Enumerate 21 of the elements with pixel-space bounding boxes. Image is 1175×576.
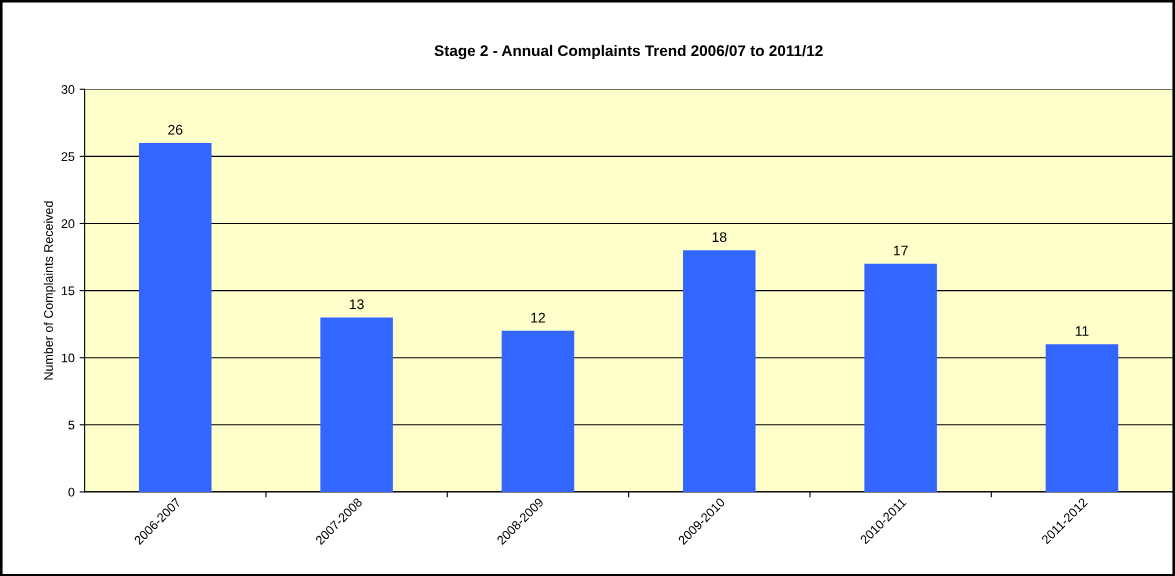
y-tick-label: 15 xyxy=(61,286,75,296)
data-label: 18 xyxy=(712,232,727,243)
data-label: 13 xyxy=(349,299,364,310)
y-tick-label: 20 xyxy=(61,219,75,229)
data-label: 17 xyxy=(893,245,908,256)
y-tick-label: 25 xyxy=(61,152,75,162)
data-label: 26 xyxy=(168,124,183,135)
chart-title: Stage 2 - Annual Complaints Trend 2006/07 to 2011/12 xyxy=(434,44,823,60)
data-label: 12 xyxy=(531,312,545,323)
bar xyxy=(864,263,937,492)
bar xyxy=(683,250,756,492)
y-axis-title: Number of Complaints Received xyxy=(43,201,56,380)
y-tick-label: 30 xyxy=(61,85,75,94)
y-tick-label: 10 xyxy=(61,353,75,363)
data-label: 11 xyxy=(1075,326,1089,336)
y-tick-label: 5 xyxy=(68,420,75,430)
bar xyxy=(139,142,212,492)
bar xyxy=(501,330,575,492)
bar xyxy=(1045,344,1119,492)
y-tick-label: 0 xyxy=(68,487,75,497)
bar xyxy=(320,317,393,492)
